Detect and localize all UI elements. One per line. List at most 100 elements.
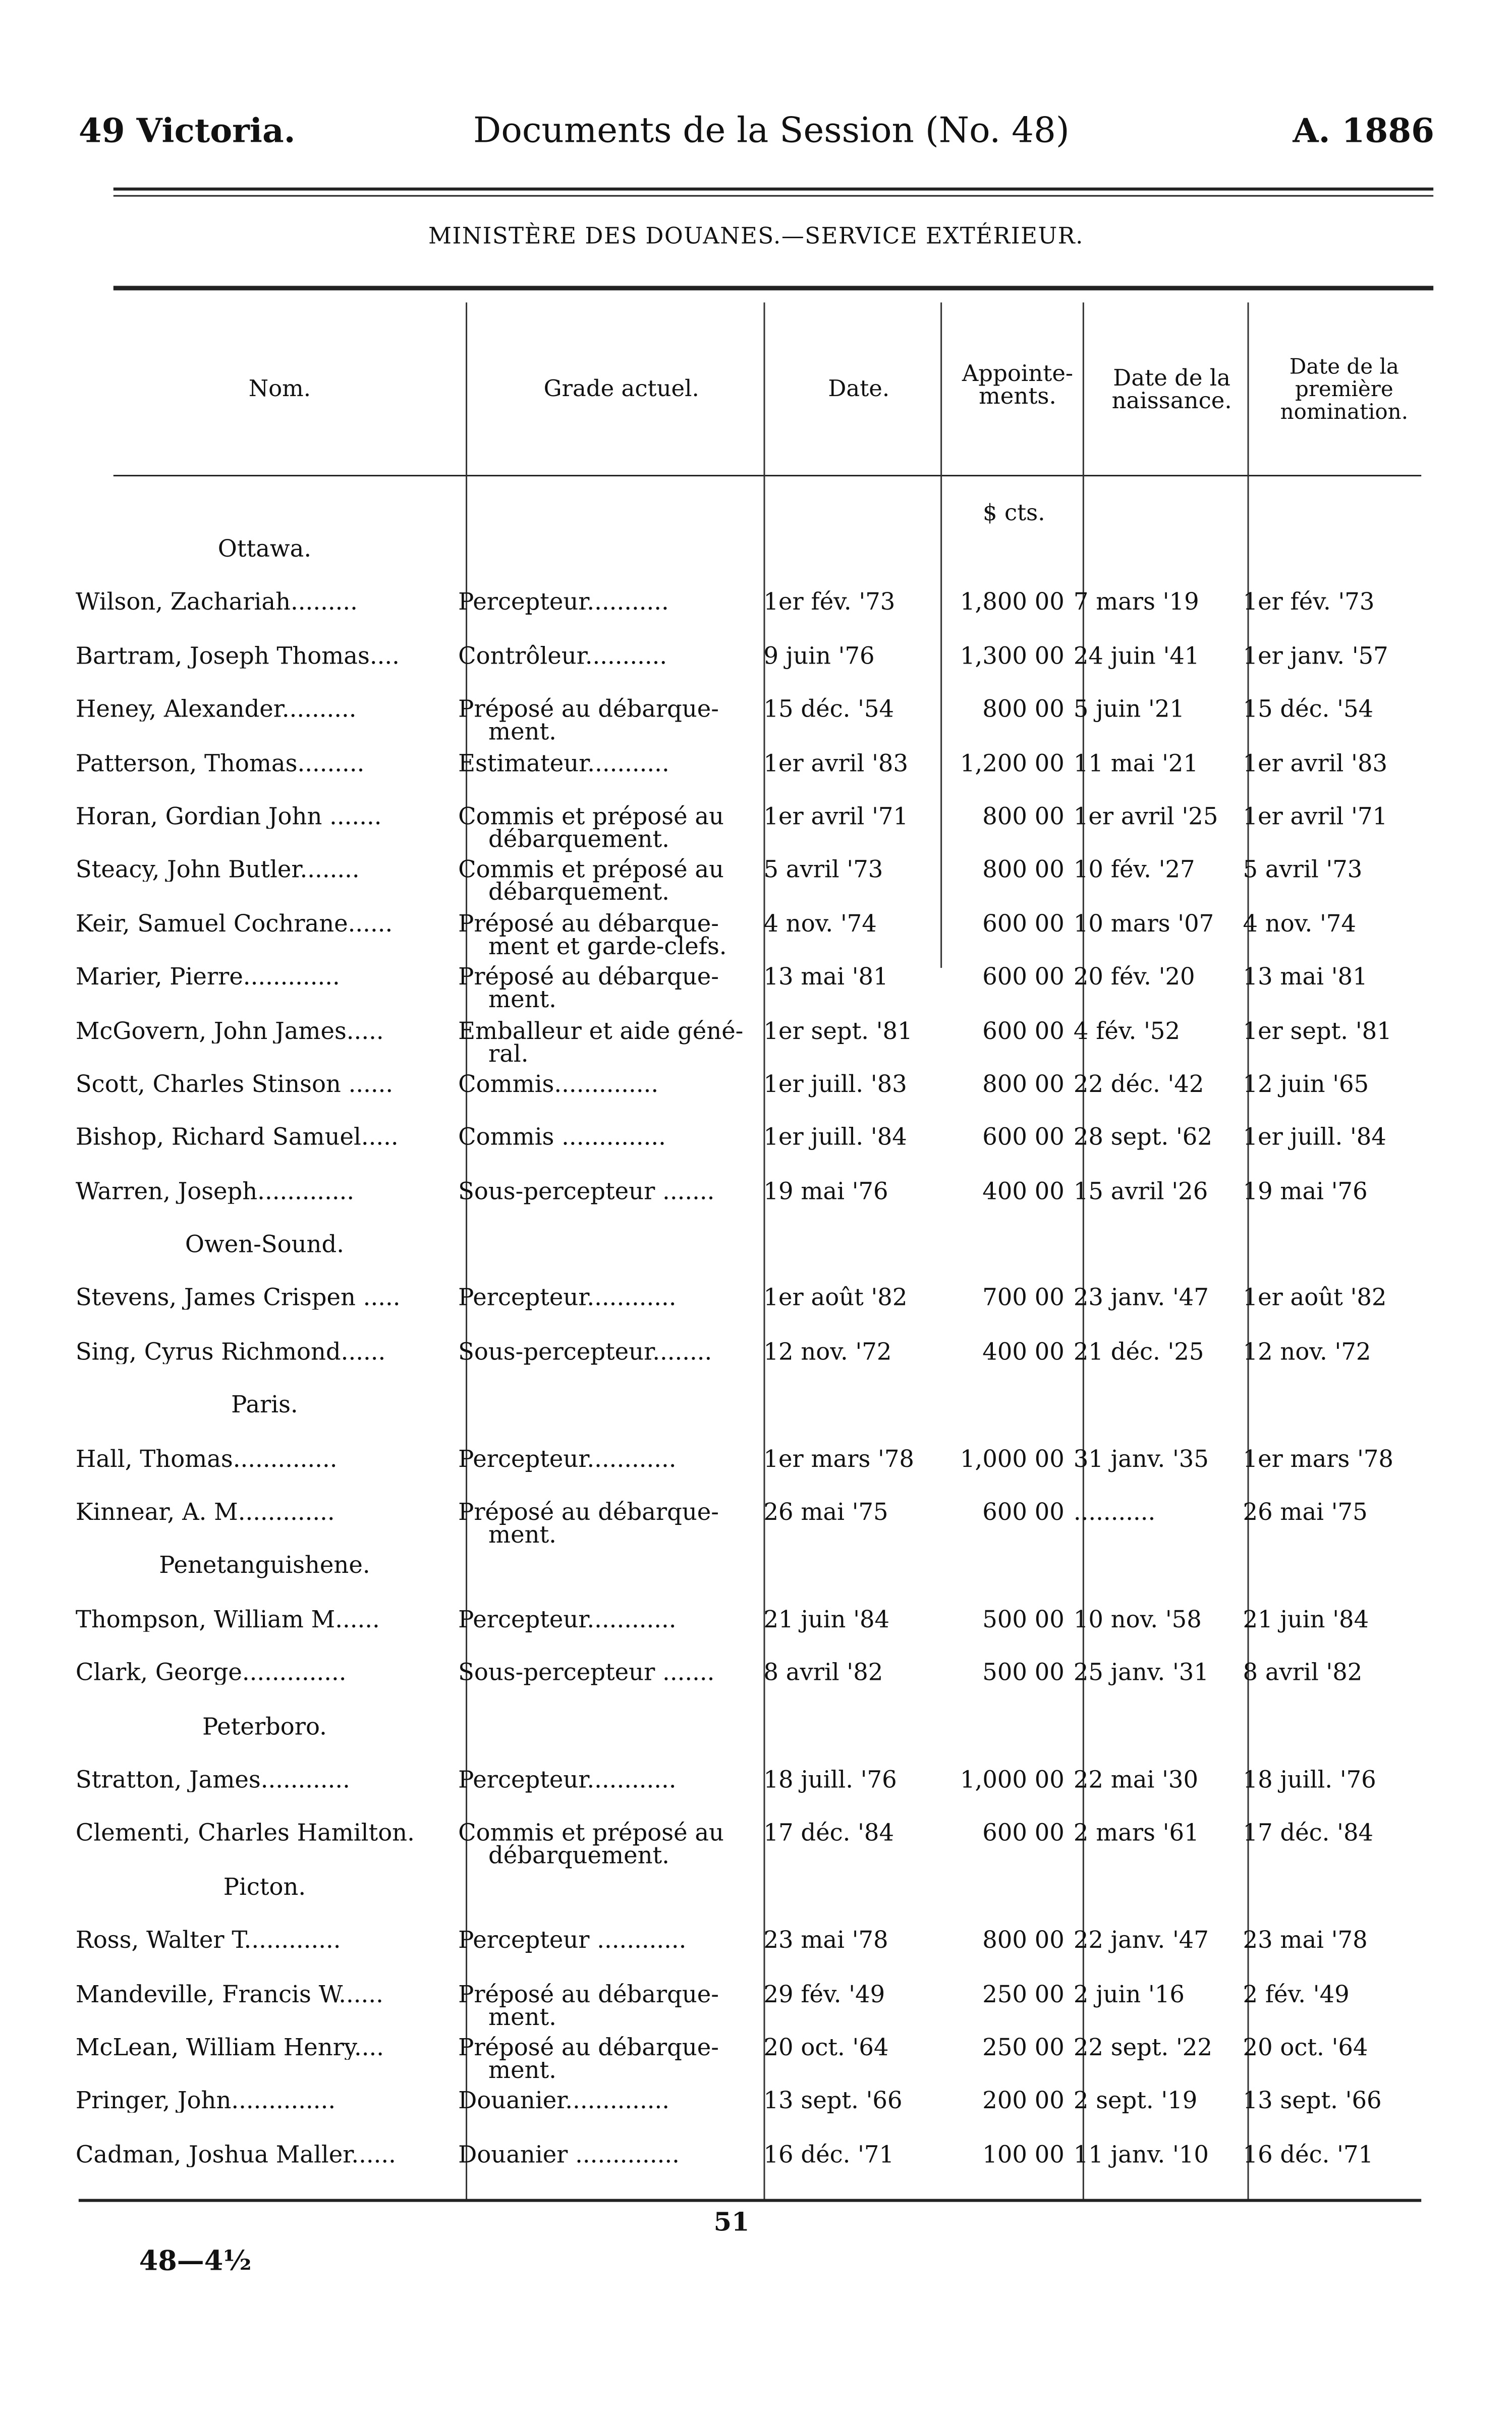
- employee-name: Stevens, James Crispen .....: [75, 1287, 401, 1310]
- section-row: Picton.: [0, 1858, 1512, 1912]
- birth-date-cell: 10 nov. '58: [1073, 1606, 1202, 1633]
- grade-cell: Préposé au débarque-ment.: [458, 696, 754, 744]
- grade-cell: Estimateur...........: [458, 749, 754, 777]
- appointements-cell: 600 00: [982, 1499, 1065, 1526]
- nomination-date-cell: 1er avril '71: [1243, 803, 1388, 831]
- grade-cell: Percepteur............: [458, 1766, 754, 1794]
- date-cell: 1er avril '83: [763, 749, 909, 777]
- appointements-cell: 400 00: [982, 1338, 1065, 1365]
- employee-name: Steacy, John Butler........: [75, 859, 360, 883]
- table-top-rule: [113, 286, 1434, 291]
- grade-cell: Percepteur............: [458, 1447, 754, 1471]
- employee-name: Heney, Alexander..........: [75, 699, 357, 722]
- date-cell: 17 déc. '84: [763, 1820, 894, 1847]
- grade-text: Estimateur...........: [458, 749, 669, 777]
- grade-cell: Préposé au débarque-ment.: [458, 1982, 754, 2029]
- appointements-cell: 600 00: [982, 963, 1065, 991]
- col-header-date: Date.: [828, 375, 890, 403]
- page-number: 51: [713, 2208, 750, 2238]
- employee-name: Sing, Cyrus Richmond......: [75, 1341, 386, 1364]
- appointements-cell: 1,000 00: [960, 1445, 1065, 1473]
- table-body: Ottawa. Wilson, Zachariah......... Percept…: [0, 520, 1512, 2179]
- employee-name: Thompson, William M......: [75, 1609, 380, 1632]
- grade-cell: Préposé au débarque-ment.: [458, 1501, 754, 1549]
- birth-date-cell: 11 janv. '10: [1073, 2141, 1209, 2168]
- appointements-cell: 500 00: [982, 1659, 1065, 1687]
- grade-text: Percepteur............: [458, 1766, 677, 1794]
- grade-cell: Percepteur...........: [458, 591, 754, 615]
- employee-name: Kinnear, A. M.............: [75, 1502, 335, 1525]
- date-cell: 13 sept. '66: [763, 2087, 903, 2115]
- nomination-date-cell: 20 oct. '64: [1243, 2034, 1368, 2061]
- header-right: A. 1886: [1293, 112, 1435, 151]
- birth-date-cell: 22 déc. '42: [1073, 1070, 1204, 1098]
- grade-text-continued: débarquement.: [488, 1842, 669, 1870]
- grade-text-continued: ment.: [488, 1521, 556, 1549]
- birth-date-cell: 20 fév. '20: [1073, 963, 1195, 991]
- appointements-cell: 1,300 00: [960, 642, 1065, 670]
- nomination-date-cell: 13 mai '81: [1243, 963, 1368, 991]
- date-cell: 9 juin '76: [763, 642, 875, 670]
- nomination-date-cell: 16 déc. '71: [1243, 2141, 1374, 2168]
- nomination-date-cell: 26 mai '75: [1243, 1499, 1368, 1526]
- table-row: Heney, Alexander.......... Préposé au déb…: [0, 681, 1512, 744]
- top-rule: [113, 187, 1434, 191]
- grade-cell: Commis et préposé au débarquement.: [458, 858, 754, 905]
- appointements-cell: 700 00: [982, 1284, 1065, 1312]
- date-cell: 1er mars '78: [763, 1445, 914, 1473]
- nomination-date-cell: 21 juin '84: [1243, 1606, 1369, 1633]
- nomination-date-cell: 12 juin '65: [1243, 1070, 1369, 1098]
- grade-text-continued: ment.: [488, 2056, 556, 2084]
- birth-date-cell: 2 sept. '19: [1073, 2087, 1198, 2115]
- table-row: Clementi, Charles Hamilton. Commis et pré…: [0, 1805, 1512, 1868]
- appointements-cell: 100 00: [982, 2141, 1065, 2168]
- table-row: Marier, Pierre............. Préposé au dé…: [0, 948, 1512, 1011]
- appointements-cell: 800 00: [982, 856, 1065, 884]
- appointements-cell: 250 00: [982, 2034, 1065, 2061]
- grade-cell: Commis et préposé au débarquement.: [458, 1822, 754, 1870]
- birth-date-cell: 22 janv. '47: [1073, 1927, 1209, 1954]
- employee-name: Wilson, Zachariah.........: [75, 591, 358, 615]
- grade-cell: Commis et préposé au débarquement.: [458, 805, 754, 853]
- date-cell: 1er avril '71: [763, 803, 909, 831]
- table-row: Keir, Samuel Cochrane...... Préposé au dé…: [0, 895, 1512, 958]
- column-divider: [940, 302, 942, 968]
- nomination-date-cell: 19 mai '76: [1243, 1177, 1368, 1205]
- birth-date-cell: 21 déc. '25: [1073, 1338, 1204, 1365]
- section-row: Ottawa.: [0, 520, 1512, 574]
- date-cell: 21 juin '84: [763, 1606, 890, 1633]
- date-cell: 19 mai '76: [763, 1177, 888, 1205]
- table-row: Patterson, Thomas......... Estimateur....…: [0, 734, 1512, 788]
- appointements-cell: 800 00: [982, 1927, 1065, 1954]
- birth-date-cell: 4 fév. '52: [1073, 1017, 1181, 1045]
- signature-mark: 48—4½: [139, 2246, 252, 2278]
- col-header-naissance: Date de la naissance.: [1111, 364, 1232, 415]
- grade-text: Préposé au débarque-: [458, 696, 719, 724]
- employee-name: Mandeville, Francis W......: [75, 1983, 383, 2006]
- grade-text-continued: débarquement.: [488, 826, 669, 853]
- employee-name: Scott, Charles Stinson ......: [75, 1073, 394, 1097]
- column-divider: [1247, 302, 1249, 2201]
- grade-text: Préposé au débarque-: [458, 963, 719, 991]
- grade-text: Sous-percepteur........: [458, 1338, 712, 1365]
- grade-cell: Commis ..............: [458, 1124, 754, 1152]
- appointements-cell: 800 00: [982, 803, 1065, 831]
- grade-text: Percepteur............: [458, 1606, 677, 1633]
- grade-text-continued: ral.: [488, 1039, 529, 1067]
- birth-date-cell: 2 mars '61: [1073, 1820, 1199, 1847]
- birth-date-cell: 15 avril '26: [1073, 1177, 1208, 1205]
- top-rule-thin: [113, 195, 1434, 197]
- nomination-date-cell: 8 avril '82: [1243, 1659, 1363, 1687]
- appointements-cell: 1,000 00: [960, 1766, 1065, 1794]
- header-bottom-rule: [113, 475, 1422, 477]
- nomination-date-cell: 12 nov. '72: [1243, 1338, 1371, 1365]
- table-row: Hall, Thomas.............. Percepteur....…: [0, 1430, 1512, 1484]
- grade-cell: Percepteur............: [458, 1287, 754, 1310]
- appointements-cell: 200 00: [982, 2087, 1065, 2115]
- grade-text: Douanier ..............: [458, 2141, 680, 2168]
- date-cell: 20 oct. '64: [763, 2034, 889, 2061]
- column-divider: [466, 302, 468, 2201]
- grade-text: Douanier..............: [458, 2087, 670, 2115]
- grade-text: Commis ..............: [458, 1124, 666, 1152]
- section-row: Peterboro.: [0, 1698, 1512, 1751]
